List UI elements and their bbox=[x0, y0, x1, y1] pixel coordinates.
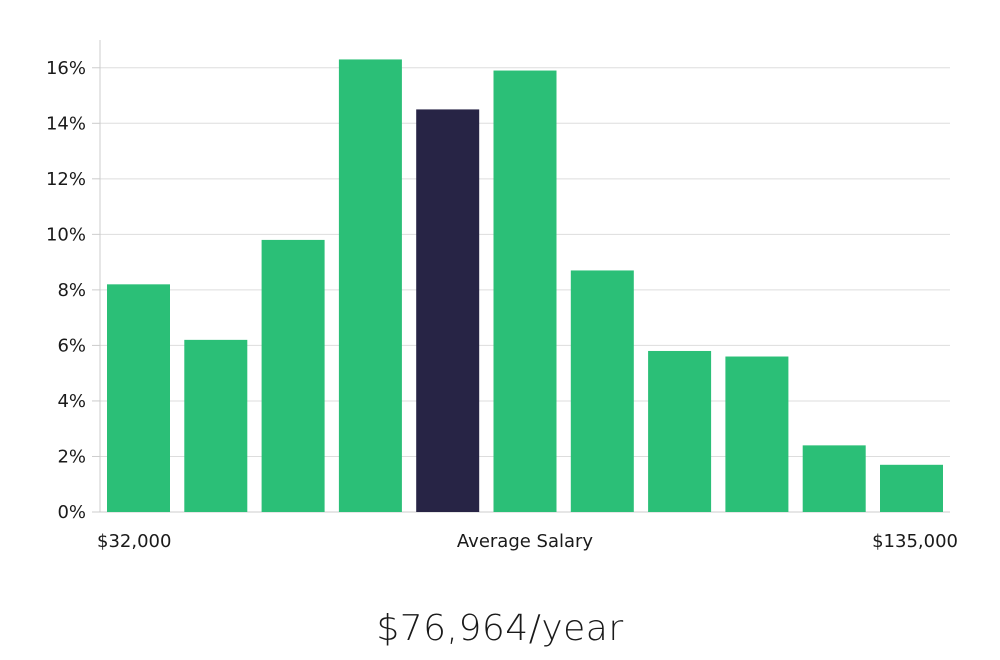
y-tick-label: 14% bbox=[46, 113, 86, 134]
histogram-bar bbox=[338, 59, 402, 512]
histogram-bar bbox=[493, 70, 557, 513]
bars bbox=[107, 59, 943, 513]
x-start-label: $32,000 bbox=[97, 531, 171, 552]
salary-histogram: 0% 2% 4% 6% 8% 10% 12% 14% 16% $32,000 Average S… bbox=[46, 40, 958, 552]
y-tick-label: 10% bbox=[46, 224, 86, 245]
histogram-bar bbox=[184, 339, 248, 512]
y-tick-label: 8% bbox=[57, 280, 86, 301]
x-axis-label: Average Salary bbox=[457, 531, 594, 552]
y-tick-label: 6% bbox=[57, 335, 86, 356]
histogram-bar bbox=[107, 284, 170, 512]
y-tick-label: 12% bbox=[46, 169, 86, 190]
histogram-bar bbox=[261, 239, 325, 512]
histogram-bar-highlight bbox=[416, 109, 480, 512]
histogram-bar bbox=[648, 350, 712, 512]
x-end-label: $135,000 bbox=[872, 531, 958, 552]
y-tick-label: 0% bbox=[57, 502, 86, 523]
average-salary-value: $76,964/year bbox=[376, 608, 624, 649]
y-axis-ticks: 0% 2% 4% 6% 8% 10% 12% 14% 16% bbox=[46, 58, 100, 523]
histogram-bar bbox=[570, 270, 634, 512]
histogram-bar bbox=[880, 464, 943, 512]
histogram-bar bbox=[802, 445, 866, 512]
y-tick-label: 16% bbox=[46, 58, 86, 79]
histogram-bar bbox=[725, 356, 789, 512]
y-tick-label: 4% bbox=[57, 391, 86, 412]
y-tick-label: 2% bbox=[57, 446, 86, 467]
